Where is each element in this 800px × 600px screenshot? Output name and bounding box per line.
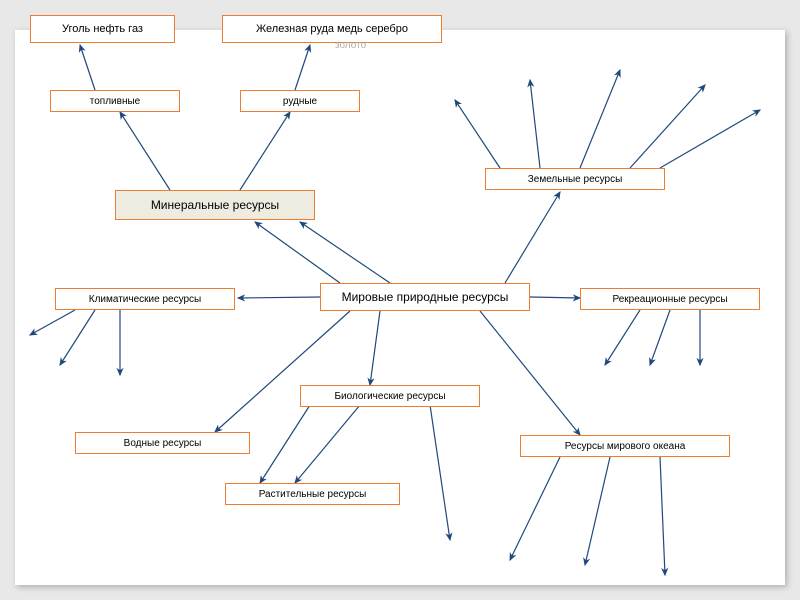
node-coal: Уголь нефть газ (30, 15, 175, 43)
node-land: Земельные ресурсы (485, 168, 665, 190)
node-ore: рудные (240, 90, 360, 112)
node-climate: Климатические ресурсы (55, 288, 235, 310)
node-bio: Биологические ресурсы (300, 385, 480, 407)
node-iron: Железная руда медь серебро (222, 15, 442, 43)
node-ocean: Ресурсы мирового океана (520, 435, 730, 457)
node-recreation: Рекреационные ресурсы (580, 288, 760, 310)
node-mineral: Минеральные ресурсы (115, 190, 315, 220)
node-fuel: топливные (50, 90, 180, 112)
node-water: Водные ресурсы (75, 432, 250, 454)
node-center: Мировые природные ресурсы (320, 283, 530, 311)
iron-sublabel: золото (335, 40, 366, 51)
node-plants: Растительные ресурсы (225, 483, 400, 505)
